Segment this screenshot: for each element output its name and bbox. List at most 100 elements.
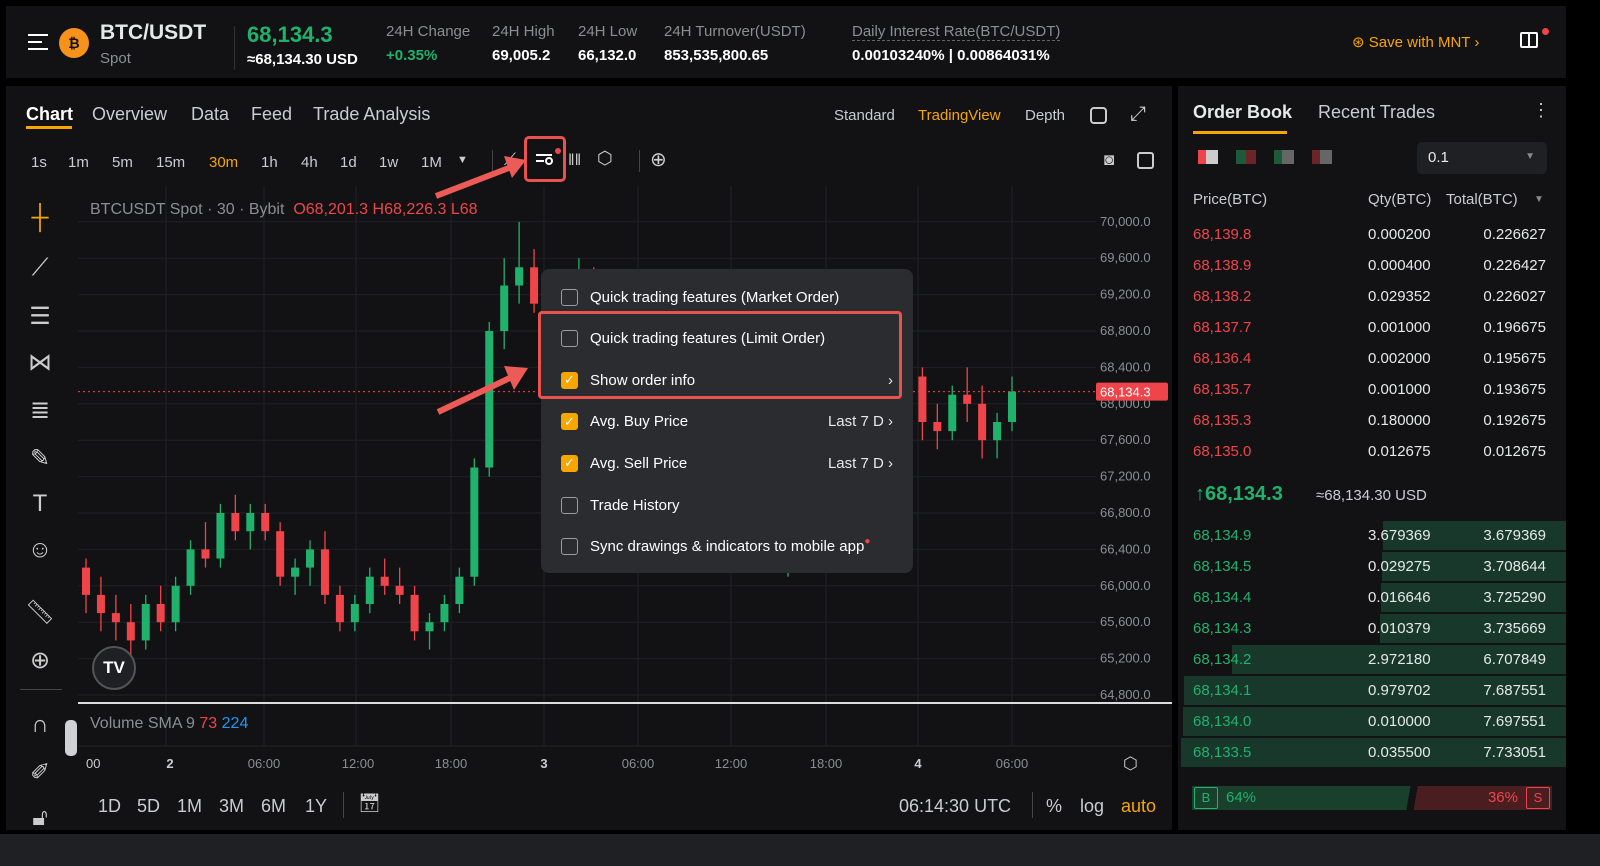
fullscreen-icon[interactable]	[1137, 152, 1154, 169]
bid-row[interactable]: 68,134.9 3.679369 3.679369	[1178, 520, 1566, 551]
menu-item-1[interactable]: Quick trading features (Limit Order)	[561, 319, 893, 359]
trend-line-icon[interactable]: ⟋	[31, 254, 49, 281]
timeframe-1d[interactable]: 1d	[340, 154, 357, 171]
ask-row[interactable]: 68,136.4 0.002000 0.195675	[1178, 343, 1566, 374]
ask-row[interactable]: 68,137.7 0.001000 0.196675	[1178, 312, 1566, 343]
camera-icon[interactable]: ◙	[1104, 150, 1115, 169]
tab-recent-trades[interactable]: Recent Trades	[1318, 102, 1436, 122]
zoom-in-icon[interactable]: ⊕	[29, 647, 51, 674]
buy-sell-ratio-bar: B 64% 36% S	[1192, 786, 1552, 810]
text-icon[interactable]: T	[32, 490, 48, 517]
percent-scale-button[interactable]: %	[1046, 796, 1063, 816]
ask-row[interactable]: 68,139.8 0.000200 0.226627	[1178, 219, 1566, 250]
bid-row[interactable]: 68,134.1 0.979702 7.687551	[1178, 675, 1566, 706]
lock-drawing-icon[interactable]: ✐	[29, 759, 51, 786]
checkbox[interactable]	[561, 496, 578, 514]
checkbox[interactable]: ✓	[561, 371, 578, 389]
unlock-icon[interactable]: 🔓︎	[32, 804, 48, 831]
tab-data[interactable]: Data	[191, 104, 230, 124]
timeframe-5m[interactable]: 5m	[112, 154, 133, 171]
collapse-toolbar-handle[interactable]	[65, 720, 77, 756]
add-icon[interactable]: ⊕	[650, 149, 667, 171]
axis-settings-icon[interactable]: ⬡	[1123, 754, 1138, 773]
candles-icon[interactable]: ǁǁ	[568, 152, 582, 169]
checkbox[interactable]: ✓	[561, 413, 578, 431]
menu-item-5[interactable]: Trade History	[561, 485, 893, 525]
ask-qty: 0.002000	[1368, 350, 1431, 367]
tab-trade-analysis[interactable]: Trade Analysis	[313, 104, 431, 124]
bid-row[interactable]: 68,134.0 0.010000 7.697551	[1178, 706, 1566, 737]
view-depth[interactable]: Depth	[1025, 107, 1066, 124]
bid-row[interactable]: 68,134.2 2.972180 6.707849	[1178, 644, 1566, 675]
checkbox[interactable]: ✓	[561, 454, 578, 472]
timeframe-1s[interactable]: 1s	[31, 154, 47, 171]
timeframe-dropdown-icon[interactable]: ▼	[457, 154, 468, 166]
menu-item-3[interactable]: ✓ Avg. Buy Price Last 7 D ›	[561, 402, 893, 442]
expand-icon[interactable]: ⤢	[1130, 103, 1146, 125]
menu-item-6[interactable]: Sync drawings & indicators to mobile app…	[561, 527, 893, 567]
order-display-menu: Quick trading features (Market Order) Qui…	[541, 269, 913, 573]
range-1M[interactable]: 1M	[177, 796, 203, 816]
tradingview-logo[interactable]: TV	[92, 646, 136, 690]
view-tradingview[interactable]: TradingView	[918, 107, 1001, 124]
ask-row[interactable]: 68,138.2 0.029352 0.226027	[1178, 281, 1566, 312]
timeframe-4h[interactable]: 4h	[301, 154, 318, 171]
range-3M[interactable]: 3M	[219, 796, 245, 816]
checkbox[interactable]	[561, 538, 578, 556]
timeframe-1w[interactable]: 1w	[379, 154, 399, 171]
bid-row[interactable]: 68,134.5 0.029275 3.708644	[1178, 551, 1566, 582]
tab-overview[interactable]: Overview	[92, 104, 168, 124]
log-scale-button[interactable]: log	[1080, 796, 1105, 816]
range-1Y[interactable]: 1Y	[305, 796, 328, 816]
timeframe-1M[interactable]: 1M	[421, 154, 442, 171]
tab-order-book[interactable]: Order Book	[1193, 102, 1293, 122]
layout-columns-icon[interactable]	[1236, 150, 1256, 164]
menu-item-4[interactable]: ✓ Avg. Sell Price Last 7 D ›	[561, 443, 893, 483]
pattern-icon[interactable]: ⋈	[28, 349, 52, 376]
timeframe-1h[interactable]: 1h	[261, 154, 278, 171]
ruler-icon[interactable]: 📏︎	[24, 599, 56, 626]
candle-body	[993, 422, 1002, 441]
tab-feed[interactable]: Feed	[251, 104, 293, 124]
checkbox[interactable]	[561, 330, 578, 348]
layout-bids-icon[interactable]	[1274, 150, 1294, 164]
timeframe-1m[interactable]: 1m	[68, 154, 89, 171]
total-dropdown-icon[interactable]: ▼	[1534, 194, 1544, 205]
book-icon[interactable]	[1520, 32, 1538, 48]
gann-icon[interactable]: ≣	[29, 397, 51, 424]
ask-row[interactable]: 68,135.7 0.001000 0.193675	[1178, 374, 1566, 405]
range-6M[interactable]: 6M	[261, 796, 287, 816]
more-icon[interactable]: ⋮	[1532, 100, 1550, 120]
fib-lines-icon[interactable]: ☰	[29, 303, 51, 330]
save-with-mnt-link[interactable]: ⊛ Save with MNT ›	[1352, 34, 1480, 51]
menu-item-0[interactable]: Quick trading features (Market Order)	[561, 277, 893, 317]
ask-row[interactable]: 68,138.9 0.000400 0.226427	[1178, 250, 1566, 281]
precision-select[interactable]: 0.1 ▼	[1417, 142, 1547, 174]
range-1D[interactable]: 1D	[98, 796, 122, 816]
bid-row[interactable]: 68,134.3 0.010379 3.735669	[1178, 613, 1566, 644]
layout-both-icon[interactable]	[1198, 150, 1218, 164]
indicator-settings-icon[interactable]: ⬡	[597, 148, 613, 168]
menu-icon[interactable]	[28, 34, 48, 50]
checkbox[interactable]	[561, 288, 578, 306]
view-standard[interactable]: Standard	[834, 107, 895, 124]
bid-row[interactable]: 68,133.5 0.035500 7.733051	[1178, 737, 1566, 768]
magnet-icon[interactable]: ∩	[31, 711, 49, 738]
ask-row[interactable]: 68,135.0 0.012675 0.012675	[1178, 436, 1566, 467]
range-5D[interactable]: 5D	[137, 796, 161, 816]
bid-row[interactable]: 68,134.4 0.016646 3.725290	[1178, 582, 1566, 613]
auto-scale-button[interactable]: auto	[1121, 796, 1157, 816]
crosshair-icon[interactable]: ┼	[31, 204, 49, 231]
stat-label[interactable]: Daily Interest Rate(BTC/USDT)	[852, 23, 1061, 41]
date-range-icon[interactable]: 📅︎	[358, 793, 381, 813]
menu-item-2[interactable]: ✓ Show order info ›	[561, 360, 893, 400]
pair-name[interactable]: BTC/USDT	[100, 21, 207, 44]
timeframe-15m[interactable]: 15m	[156, 154, 186, 171]
layout-icon[interactable]	[1090, 107, 1107, 124]
ask-row[interactable]: 68,135.3 0.180000 0.192675	[1178, 405, 1566, 436]
brush-icon[interactable]: ✎	[29, 445, 51, 472]
emoji-icon[interactable]: ☺	[27, 536, 53, 563]
tab-chart[interactable]: Chart	[26, 104, 74, 124]
timeframe-30m[interactable]: 30m	[209, 154, 239, 171]
layout-asks-icon[interactable]	[1312, 150, 1332, 164]
